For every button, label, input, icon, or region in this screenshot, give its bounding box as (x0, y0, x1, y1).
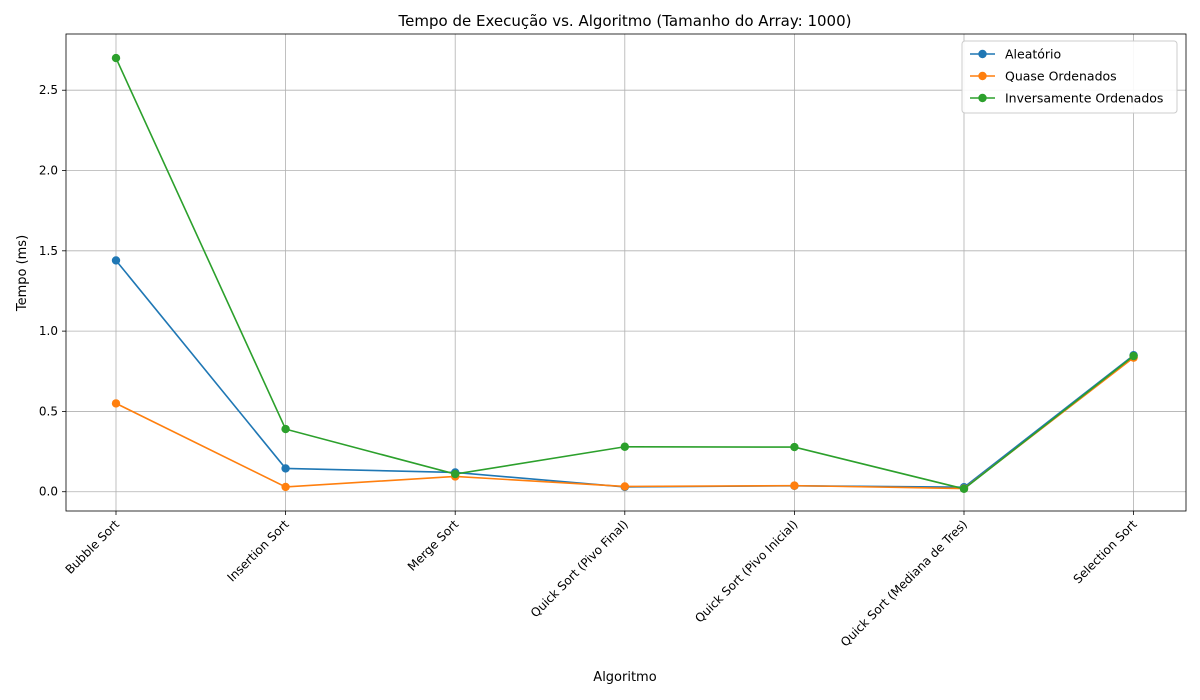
y-tick-label: 0.5 (39, 404, 58, 418)
data-point (790, 442, 799, 452)
legend-label: Aleatório (1005, 47, 1061, 62)
data-point (1129, 351, 1138, 361)
x-axis-label: Algoritmo (593, 670, 656, 685)
y-tick-labels: 0.0 0.5 1.0 1.5 2.0 2.5 (39, 83, 58, 499)
legend: Aleatório Quase Ordenados Inversamente Ord… (961, 40, 1178, 114)
legend-swatch-marker (978, 93, 987, 103)
legend-swatch-marker (978, 49, 987, 59)
chart-title: Tempo de Execução vs. Algoritmo (Tamanho… (398, 12, 852, 30)
legend-label: Inversamente Ordenados (1005, 91, 1163, 106)
legend-swatch-marker (978, 71, 987, 81)
y-tick-label: 0.0 (39, 485, 58, 499)
legend-item: Quase Ordenados (970, 69, 1117, 84)
legend-item: Aleatório (970, 47, 1061, 62)
data-point (959, 484, 969, 494)
y-tick-label: 1.0 (39, 324, 58, 338)
y-tick-label: 2.5 (39, 83, 58, 97)
y-tick-label: 1.5 (39, 244, 58, 258)
data-point (451, 469, 460, 479)
data-point (281, 482, 290, 492)
data-point (281, 464, 290, 473)
grid-lines (66, 34, 1186, 511)
data-point (111, 256, 121, 265)
y-tick-label: 2.0 (39, 164, 58, 178)
series-lines (111, 53, 1138, 494)
data-point (281, 424, 290, 434)
axes (62, 33, 1187, 515)
y-axis-label: Tempo (ms) (15, 235, 30, 312)
data-point (620, 482, 629, 491)
legend-item: Inversamente Ordenados (970, 91, 1163, 106)
legend-box (961, 40, 1178, 114)
data-point (111, 53, 121, 63)
legend-label: Quase Ordenados (1005, 69, 1117, 84)
data-point (620, 442, 629, 451)
plot-frame (65, 33, 1187, 512)
series-3 (111, 53, 1138, 494)
data-point (111, 399, 121, 408)
data-point (790, 481, 799, 490)
